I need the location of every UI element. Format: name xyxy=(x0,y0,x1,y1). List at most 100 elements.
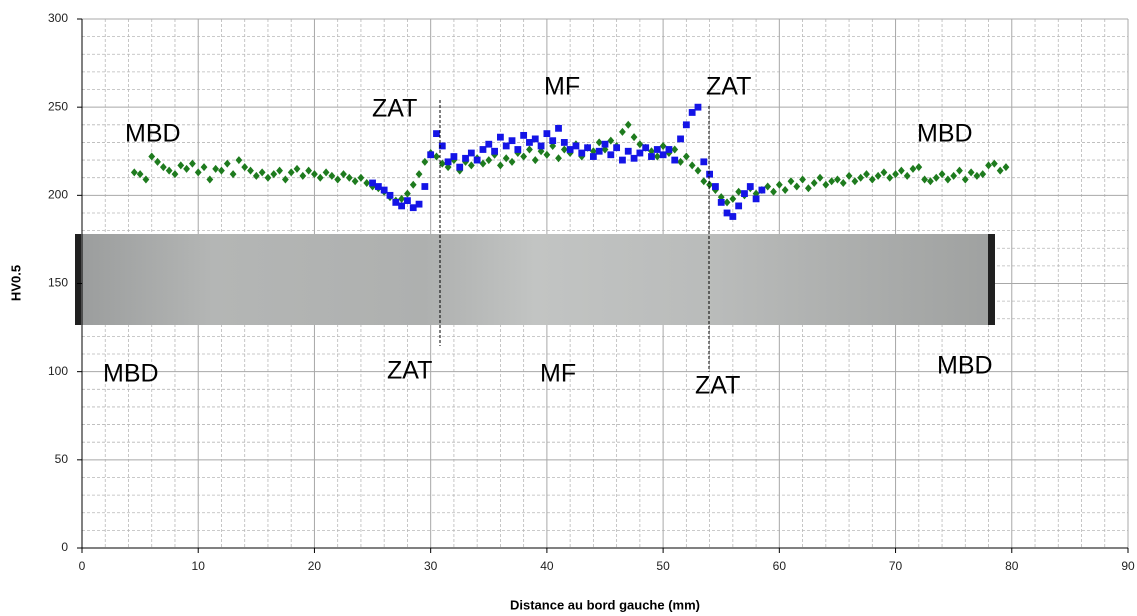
region-label: MF xyxy=(544,73,580,101)
y-tick-label: 0 xyxy=(61,540,68,554)
diamond-point xyxy=(311,170,318,179)
square-point xyxy=(433,130,440,138)
diamond-point xyxy=(281,175,289,184)
square-point xyxy=(549,137,557,145)
diamond-point xyxy=(927,177,934,186)
diamond-point xyxy=(462,157,469,166)
square-point xyxy=(677,135,684,143)
square-point xyxy=(682,121,690,129)
x-tick-label: 90 xyxy=(1121,559,1135,573)
axes: 0 10 20 30 40 50 60 70 80 90 0 50 100 150 200 250 300 xyxy=(48,11,1135,573)
diamond-point xyxy=(497,161,504,170)
square-point xyxy=(514,146,522,153)
diamond-point xyxy=(165,166,173,175)
diamond-point xyxy=(433,152,440,161)
diamond-point xyxy=(804,184,812,193)
diamond-point xyxy=(189,159,196,168)
diamond-point xyxy=(357,173,365,182)
square-point xyxy=(444,158,452,166)
diamond-point xyxy=(247,166,254,175)
diamond-point xyxy=(194,168,202,177)
strip-edge xyxy=(75,234,81,325)
square-point xyxy=(671,156,679,164)
diamond-point xyxy=(630,133,638,142)
square-point xyxy=(520,131,528,139)
specimen-strip xyxy=(75,234,995,325)
specimen-photo xyxy=(75,234,995,325)
diamond-point xyxy=(398,194,406,203)
diamond-point xyxy=(886,173,894,182)
square-point xyxy=(642,144,650,152)
diamond-point xyxy=(159,163,167,172)
y-tick-label: 50 xyxy=(55,452,69,466)
diamond-point xyxy=(200,163,208,172)
diamond-point xyxy=(682,152,690,161)
square-point xyxy=(700,158,708,166)
square-point xyxy=(491,147,498,155)
diamond-point xyxy=(671,145,679,154)
region-label: MF xyxy=(540,360,576,388)
square-point xyxy=(613,144,621,152)
square-point xyxy=(473,156,481,164)
points xyxy=(130,103,1010,220)
square-point xyxy=(566,146,574,153)
square-point xyxy=(758,186,766,194)
square-point xyxy=(502,142,510,150)
square-point xyxy=(717,198,725,206)
square-point xyxy=(712,183,719,190)
diamond-point xyxy=(781,186,789,195)
x-tick-label: 0 xyxy=(79,559,86,573)
diamond-point xyxy=(787,177,795,186)
diamond-point xyxy=(421,157,429,166)
diamond-point xyxy=(223,159,231,168)
diamond-point xyxy=(555,154,562,163)
diamond-point xyxy=(502,154,510,163)
square-point xyxy=(526,139,533,146)
x-tick-label: 10 xyxy=(192,559,206,573)
diamond-point xyxy=(810,178,818,187)
annotations: MBD ZAT MF ZAT MBD MBD ZAT MF ZAT MBD xyxy=(103,73,993,400)
diamond-point xyxy=(793,182,801,191)
square-point xyxy=(374,183,382,190)
square-point xyxy=(438,142,446,150)
region-label: ZAT xyxy=(695,372,740,400)
square-point xyxy=(735,202,743,210)
diamond-point xyxy=(218,166,225,175)
diamond-point xyxy=(915,163,923,172)
x-tick-label: 40 xyxy=(540,559,554,573)
square-point xyxy=(659,151,667,159)
diamond-point xyxy=(863,170,870,179)
diamond-point xyxy=(624,120,632,129)
diamond-point xyxy=(183,164,190,173)
x-tick-label: 70 xyxy=(889,559,903,573)
diamond-point xyxy=(619,127,626,136)
diamond-point xyxy=(897,166,905,175)
diamond-point xyxy=(839,178,847,187)
diamond-point xyxy=(973,171,981,180)
diamond-point xyxy=(851,177,859,186)
diamond-point xyxy=(130,168,138,177)
diamond-point xyxy=(636,140,644,149)
diamond-point xyxy=(526,145,533,154)
region-label: MBD xyxy=(125,120,181,148)
diamond-point xyxy=(235,156,243,165)
diamond-point xyxy=(822,180,830,189)
diamond-point xyxy=(903,171,911,180)
diamond-point xyxy=(508,157,516,166)
diamond-point xyxy=(520,152,528,161)
square-point xyxy=(555,124,562,132)
square-point xyxy=(723,209,731,217)
diamond-point xyxy=(595,138,603,147)
square-point xyxy=(572,142,580,150)
diamond-point xyxy=(328,171,336,180)
diamond-point xyxy=(892,170,899,179)
diamond-point xyxy=(775,180,783,189)
square-point xyxy=(619,156,626,164)
diamond-point xyxy=(363,178,371,187)
region-label: ZAT xyxy=(387,357,432,385)
diamond-point xyxy=(154,157,161,166)
square-point xyxy=(607,151,615,159)
diamond-point xyxy=(206,175,214,184)
square-point xyxy=(415,200,423,208)
square-point xyxy=(369,179,376,187)
